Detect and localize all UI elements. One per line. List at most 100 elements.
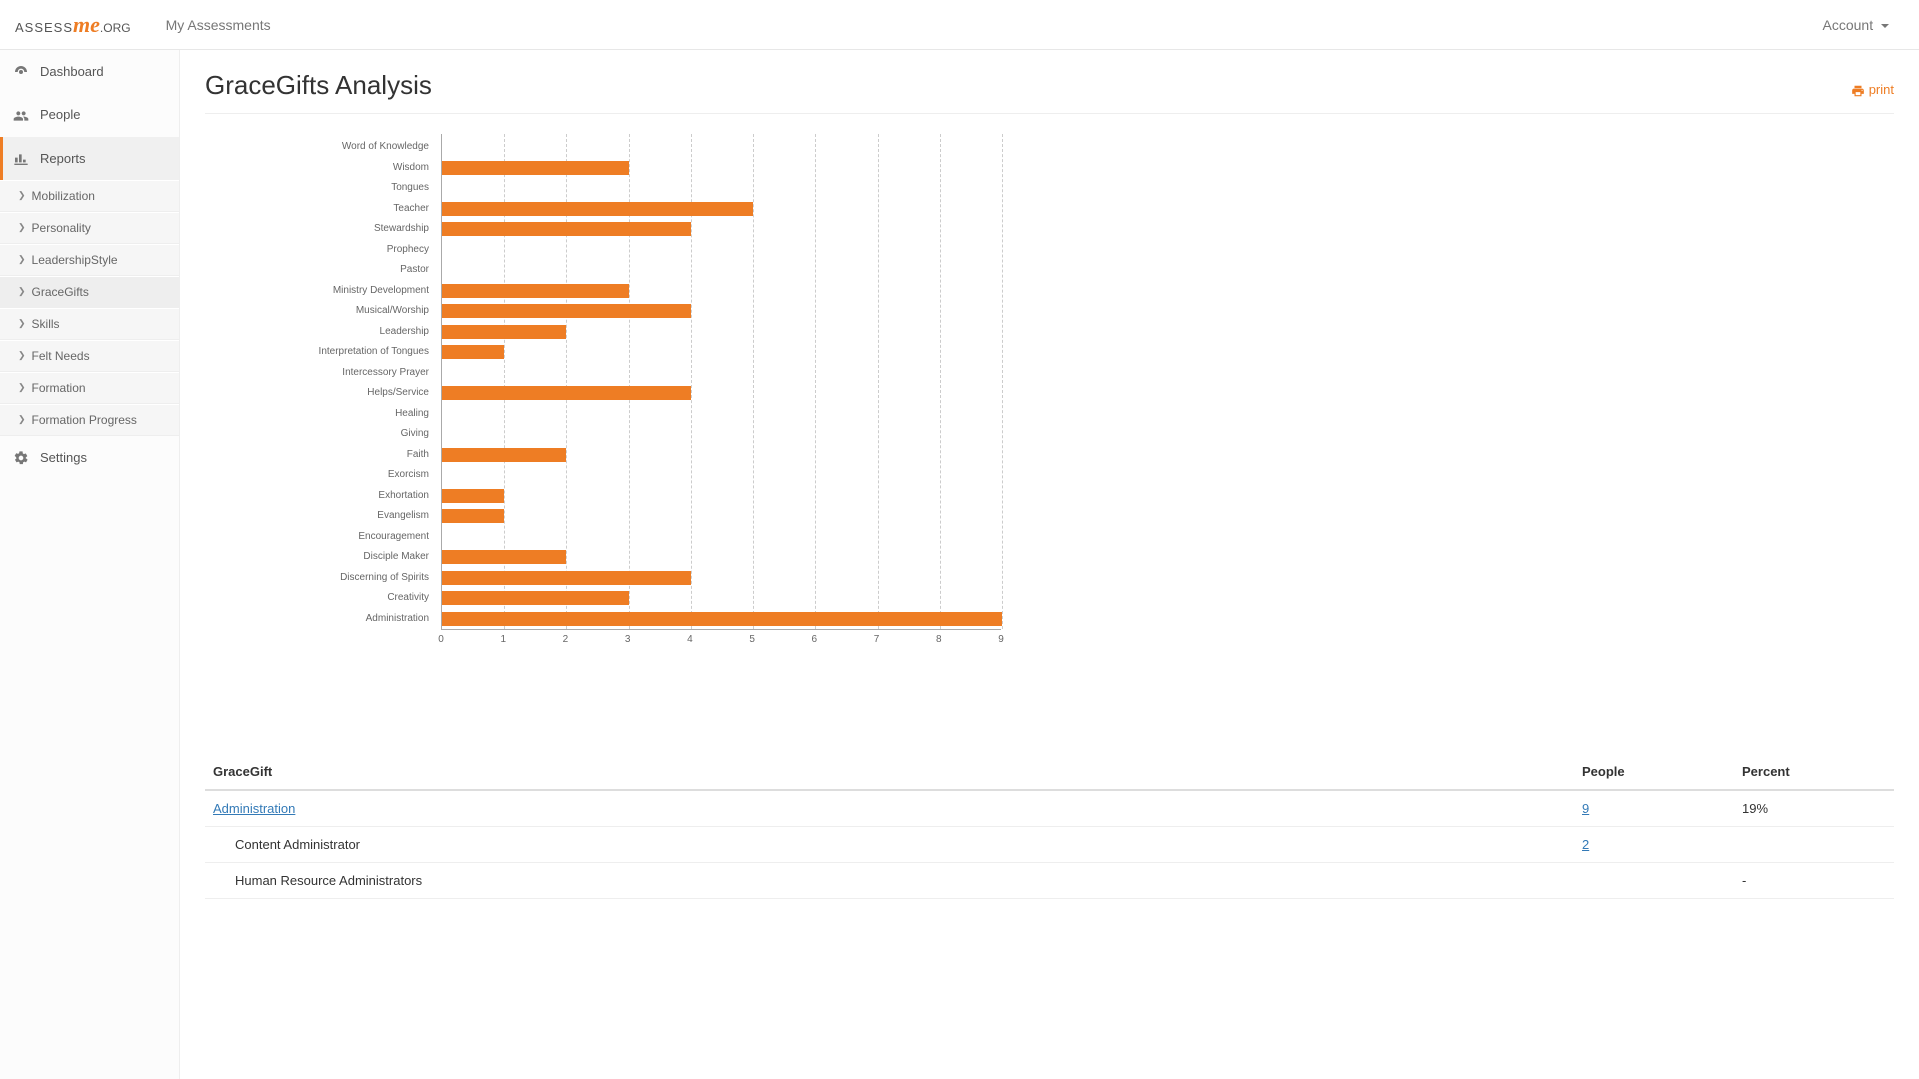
chart-x-tick-label: 4 xyxy=(680,634,700,645)
chart-bar xyxy=(442,591,629,605)
chart-y-label: Healing xyxy=(195,404,435,424)
sidebar-item-reports[interactable]: Reports xyxy=(0,137,179,180)
chart-y-label: Discerning of Spirits xyxy=(195,568,435,588)
people-icon xyxy=(10,106,32,123)
chart-x-tick-label: 5 xyxy=(742,634,762,645)
chart-y-label: Disciple Maker xyxy=(195,547,435,567)
gracegift-name: Human Resource Administrators xyxy=(235,873,422,888)
sidebar-sub-label: GraceGifts xyxy=(32,285,89,299)
chart-bar xyxy=(442,571,691,585)
chart-bar xyxy=(442,161,629,175)
sidebar-sub-leadershipstyle[interactable]: ❯LeadershipStyle xyxy=(0,244,179,276)
sidebar-sub-label: Personality xyxy=(32,221,91,235)
chart-gridline xyxy=(940,134,941,629)
chart-y-label: Helps/Service xyxy=(195,383,435,403)
brand-me: me xyxy=(73,12,100,37)
chart-gridline xyxy=(1002,134,1003,629)
chart-bar xyxy=(442,386,691,400)
caret-down-icon xyxy=(1881,24,1889,28)
chevron-right-icon: ❯ xyxy=(18,286,26,297)
print-icon xyxy=(1851,84,1865,98)
col-people: People xyxy=(1574,754,1734,790)
chart-x-tick-label: 9 xyxy=(991,634,1011,645)
sidebar-item-dashboard[interactable]: Dashboard xyxy=(0,50,179,93)
sidebar-sub-skills[interactable]: ❯Skills xyxy=(0,308,179,340)
chart-bar xyxy=(442,345,504,359)
chevron-right-icon: ❯ xyxy=(18,350,26,361)
chart-x-tick-label: 3 xyxy=(618,634,638,645)
percent-value: - xyxy=(1734,863,1894,899)
brand-assess: ASSESS xyxy=(15,20,73,35)
chart-y-label: Exhortation xyxy=(195,486,435,506)
sidebar-label: People xyxy=(40,107,80,122)
sidebar-sub-label: Skills xyxy=(32,317,60,331)
sidebar-label: Settings xyxy=(40,450,87,465)
main-content: GraceGifts Analysis print 0123456789Word… xyxy=(180,50,1919,1079)
sidebar-label: Dashboard xyxy=(40,64,104,79)
chart-y-label: Ministry Development xyxy=(195,281,435,301)
chart-bar xyxy=(442,304,691,318)
sidebar-sub-label: Felt Needs xyxy=(32,349,90,363)
chart-bar xyxy=(442,325,566,339)
chart-bar xyxy=(442,489,504,503)
percent-value xyxy=(1734,827,1894,863)
sidebar-sub-personality[interactable]: ❯ Personality xyxy=(0,212,179,244)
print-button[interactable]: print xyxy=(1851,82,1894,98)
chart-bar xyxy=(442,202,753,216)
chart-y-label: Musical/Worship xyxy=(195,301,435,321)
chart-y-label: Giving xyxy=(195,424,435,444)
navbar: ASSESSme.ORG My Assessments Account xyxy=(0,0,1919,50)
chart-y-label: Tongues xyxy=(195,178,435,198)
chart-y-label: Administration xyxy=(195,609,435,629)
chart-y-label: Intercessory Prayer xyxy=(195,363,435,383)
chart-plot-area xyxy=(441,134,1001,630)
chart-bar xyxy=(442,448,566,462)
chart-y-label: Creativity xyxy=(195,588,435,608)
dashboard-icon xyxy=(10,63,32,80)
sidebar-sub-label: LeadershipStyle xyxy=(32,253,118,267)
chevron-right-icon: ❯ xyxy=(18,414,26,425)
chevron-right-icon: ❯ xyxy=(18,222,26,233)
chevron-right-icon: ❯ xyxy=(18,190,26,201)
sidebar-sub-mobilization[interactable]: ❯Mobilization xyxy=(0,180,179,212)
chart-y-label: Stewardship xyxy=(195,219,435,239)
gracegift-link[interactable]: Administration xyxy=(213,801,295,816)
people-count-link[interactable]: 2 xyxy=(1582,837,1589,852)
sidebar-sub-felt-needs[interactable]: ❯ Felt Needs xyxy=(0,340,179,372)
chart-x-tick-label: 2 xyxy=(555,634,575,645)
col-gracegift: GraceGift xyxy=(205,754,1574,790)
people-count-link[interactable]: 9 xyxy=(1582,801,1589,816)
sidebar-item-people[interactable]: People xyxy=(0,93,179,136)
chart-y-label: Teacher xyxy=(195,199,435,219)
table-row: Content Administrator2 xyxy=(205,827,1894,863)
sidebar-sub-formation[interactable]: ❯Formation xyxy=(0,372,179,404)
page-title: GraceGifts Analysis xyxy=(205,70,432,101)
percent-value: 19% xyxy=(1734,790,1894,827)
sidebar-sub-gracegifts[interactable]: ❯ GraceGifts xyxy=(0,276,179,308)
chart-y-label: Wisdom xyxy=(195,158,435,178)
chart-y-label: Word of Knowledge xyxy=(195,137,435,157)
chart-y-label: Evangelism xyxy=(195,506,435,526)
chart-bar xyxy=(442,284,629,298)
brand-logo[interactable]: ASSESSme.ORG xyxy=(15,12,131,38)
reports-icon xyxy=(10,150,32,167)
chart-y-label: Interpretation of Tongues xyxy=(195,342,435,362)
sidebar-sub-label: Formation Progress xyxy=(32,413,137,427)
chart-x-tick-label: 8 xyxy=(929,634,949,645)
chart-gridline xyxy=(753,134,754,629)
nav-account-dropdown[interactable]: Account xyxy=(1808,2,1904,48)
chart-y-label: Pastor xyxy=(195,260,435,280)
chart-bar xyxy=(442,509,504,523)
chart-bar xyxy=(442,550,566,564)
chart-bar xyxy=(442,612,1002,626)
print-label: print xyxy=(1869,82,1894,97)
chart-bar xyxy=(442,222,691,236)
table-row: Human Resource Administrators - xyxy=(205,863,1894,899)
table-header-row: GraceGift People Percent xyxy=(205,754,1894,790)
nav-my-assessments[interactable]: My Assessments xyxy=(151,2,286,48)
col-percent: Percent xyxy=(1734,754,1894,790)
sidebar-item-settings[interactable]: Settings xyxy=(0,436,179,479)
settings-icon xyxy=(10,449,32,466)
chart-y-label: Leadership xyxy=(195,322,435,342)
sidebar-sub-formation-progress[interactable]: ❯ Formation Progress xyxy=(0,404,179,436)
